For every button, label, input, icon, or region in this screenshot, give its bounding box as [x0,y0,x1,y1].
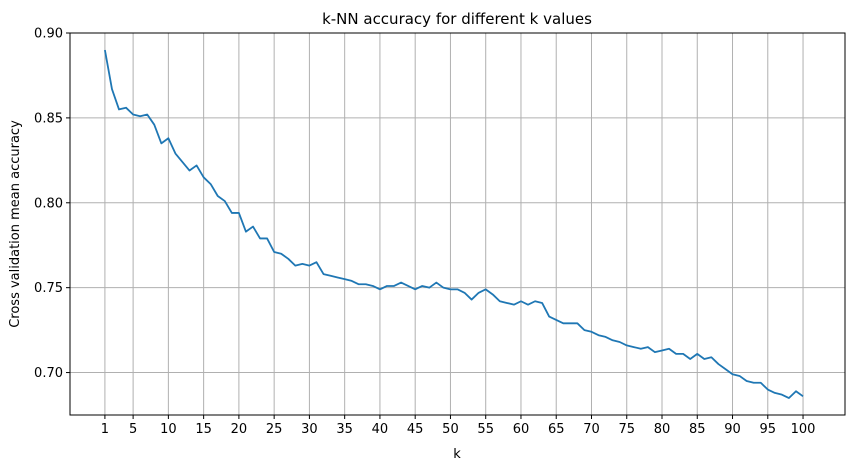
x-tick-label: 20 [231,422,248,437]
x-tick-label: 75 [618,422,635,437]
y-tick-label: 0.70 [34,366,63,381]
x-tick-label: 55 [477,422,494,437]
y-axis-ticks: 0.70 0.75 0.80 0.85 0.90 [34,27,70,381]
x-tick-label: 70 [583,422,600,437]
x-axis-ticks: 1 5 10 15 20 25 30 35 40 45 50 55 60 65 70 75 80 85 90 95 10… [101,415,816,437]
x-tick-label: 60 [513,422,530,437]
x-tick-label: 25 [266,422,283,437]
series-layer [104,49,804,399]
y-tick-label: 0.80 [34,196,63,211]
y-tick-label: 0.75 [34,281,63,296]
x-tick-label: 10 [160,422,177,437]
x-tick-label: 90 [724,422,741,437]
y-tick-label: 0.85 [34,111,63,126]
x-tick-label: 95 [760,422,777,437]
x-tick-label: 65 [548,422,565,437]
chart-title: k-NN accuracy for different k values [322,10,592,28]
x-tick-label: 30 [301,422,318,437]
grid [70,32,845,415]
x-axis-label: k [453,447,461,462]
x-tick-label: 50 [442,422,459,437]
x-tick-label: 5 [129,422,137,437]
x-tick-label: 1 [101,422,109,437]
x-tick-label: 80 [654,422,671,437]
x-tick-label: 40 [372,422,389,437]
x-tick-label: 15 [195,422,212,437]
x-tick-label: 85 [689,422,706,437]
accuracy-series-line [104,49,804,399]
x-tick-label: 35 [336,422,353,437]
x-tick-label: 100 [791,422,816,437]
plot-frame [69,32,846,416]
y-axis-label: Cross validation mean accuracy [8,120,23,328]
x-tick-label: 45 [407,422,424,437]
y-tick-label: 0.90 [34,27,63,42]
